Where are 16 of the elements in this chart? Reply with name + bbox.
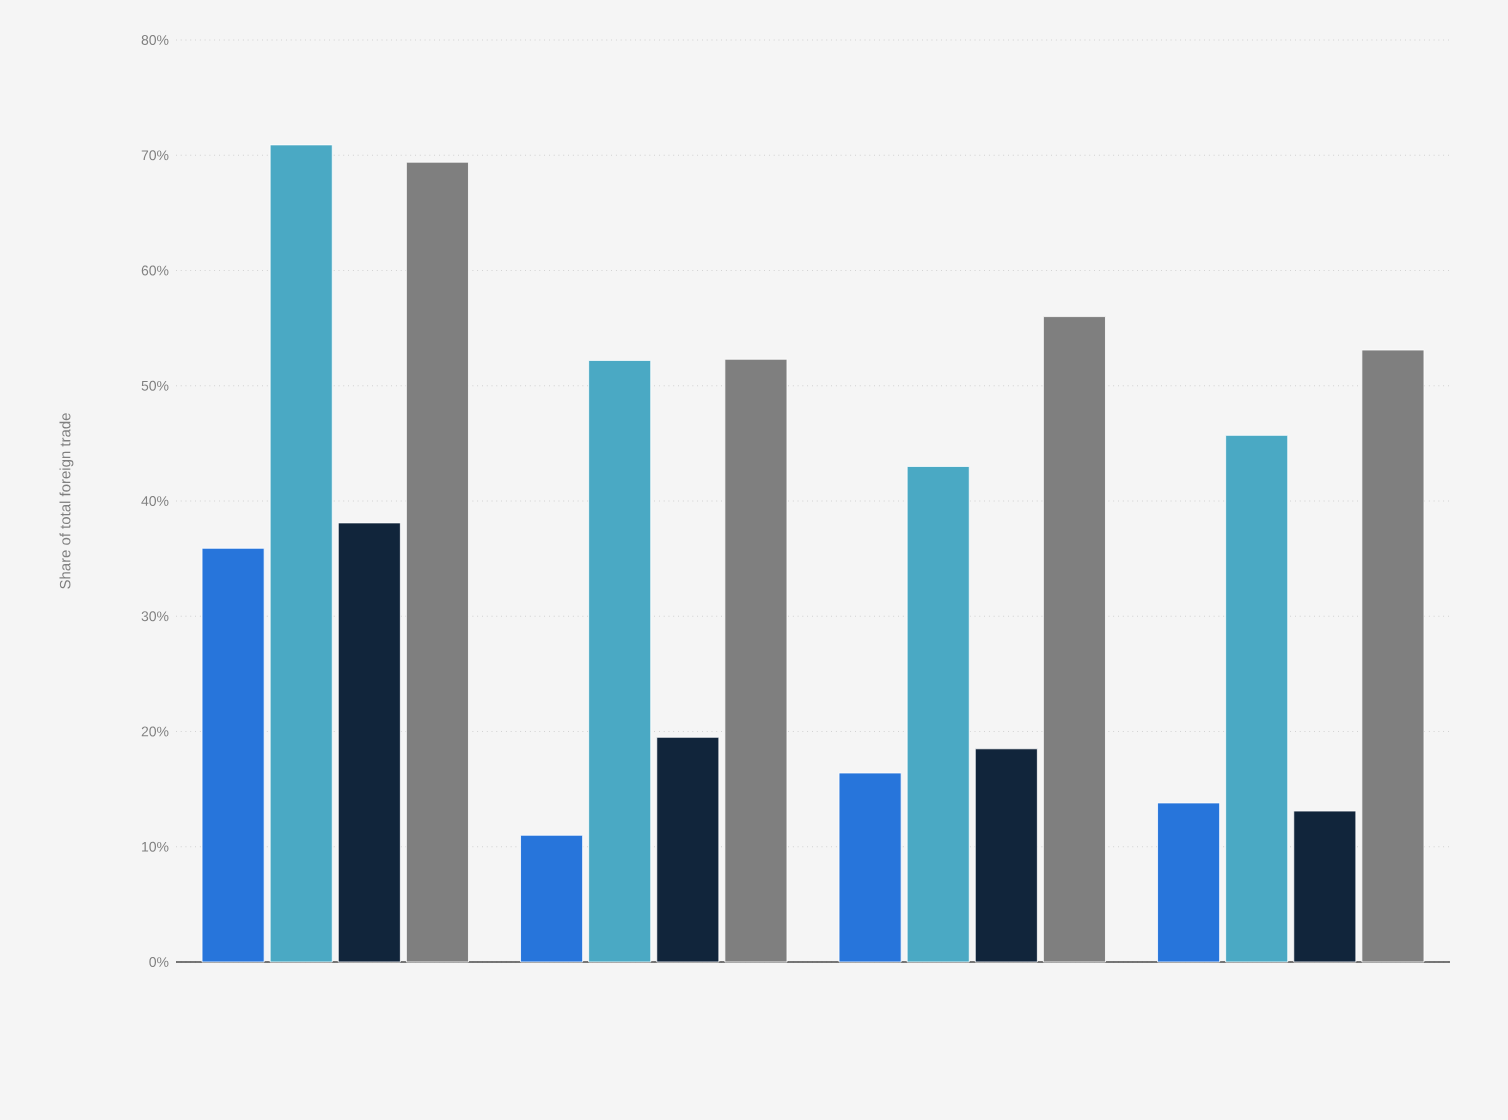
bar [1361,349,1425,963]
bar [1225,434,1289,963]
bar [201,547,265,963]
bar [405,161,469,963]
bar [1157,802,1221,963]
bar [1293,810,1357,963]
bar [974,748,1038,963]
bar [906,466,970,963]
bar [520,834,584,963]
bar [656,736,720,963]
bar [838,772,902,963]
bar [337,522,401,963]
bar [724,358,788,963]
bar [1042,316,1106,963]
bar [588,360,652,963]
bar [269,144,333,963]
